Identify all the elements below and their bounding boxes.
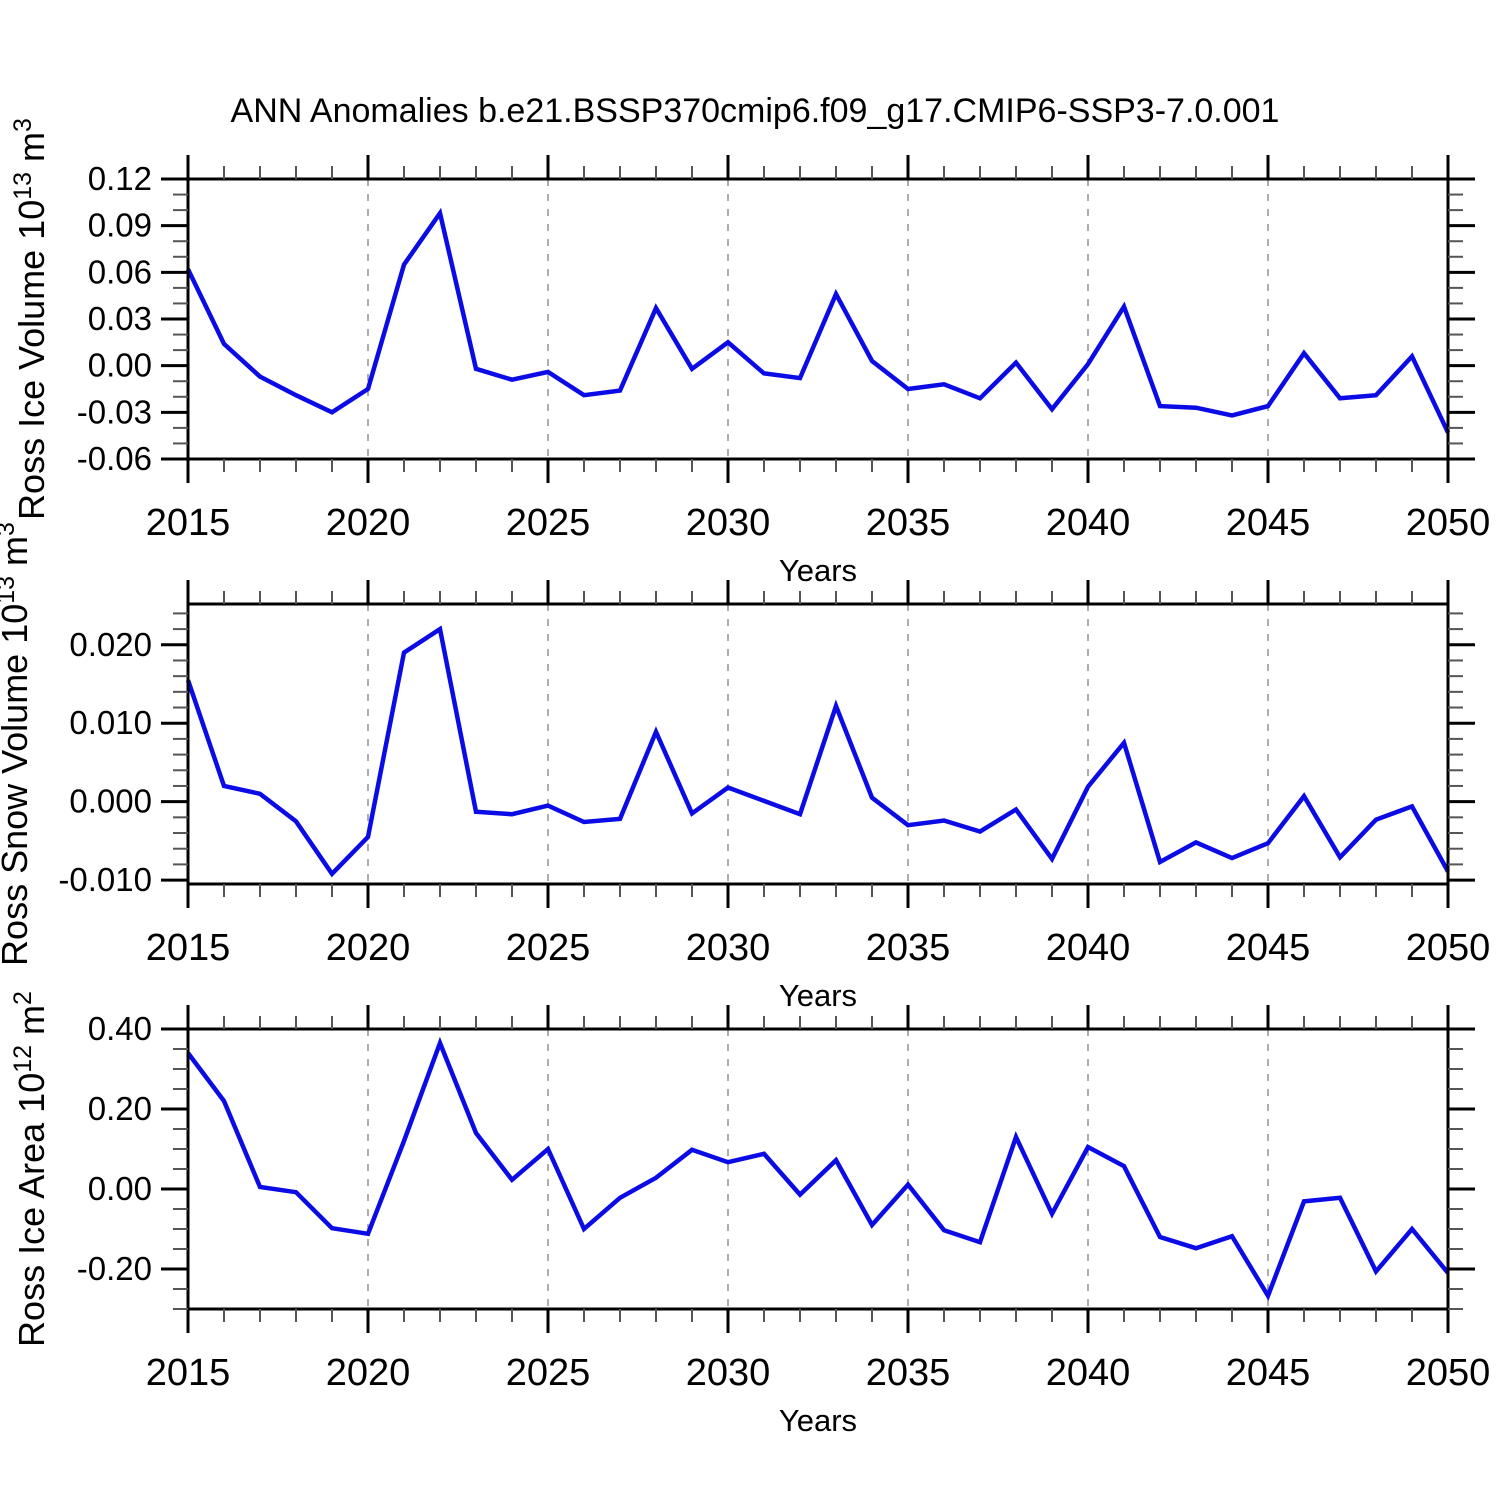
- y-tick-label: -0.03: [77, 393, 152, 430]
- y-axis-title: Ross Snow Volume 1013 m3: [0, 522, 35, 966]
- x-tick-label: 2045: [1226, 502, 1311, 544]
- y-tick-label: 0.06: [88, 253, 152, 290]
- x-tick-label: 2045: [1226, 1352, 1311, 1394]
- data-line-ross-ice-volume: [185, 207, 1451, 434]
- x-tick-label: 2020: [326, 502, 411, 544]
- y-tick-label: 0.03: [88, 300, 152, 337]
- x-tick-label: 2020: [326, 1352, 411, 1394]
- panel-ross-ice-volume: 2015 2020 2025 2030 2035 2040 2045 2050 0.12 0.09…: [9, 118, 1490, 588]
- x-tick-label: 2015: [146, 1352, 231, 1394]
- data-line-ross-snow-volume: [185, 625, 1450, 878]
- y-axis-title: Ross Ice Area 1012 m2: [9, 991, 52, 1347]
- x-tick-label: 2035: [866, 1352, 951, 1394]
- x-axis-title: Years: [779, 553, 857, 588]
- x-tick-label: 2030: [686, 927, 771, 969]
- x-tick-label: 2040: [1046, 1352, 1131, 1394]
- panel-ross-ice-area: 2015 2020 2025 2030 2035 2040 2045 2050 0.40 0.20…: [9, 991, 1490, 1438]
- x-tick-label: 2045: [1226, 927, 1311, 969]
- plot-box: [186, 1027, 1450, 1311]
- x-tick-label: 2050: [1406, 1352, 1491, 1394]
- y-tick-label: -0.06: [77, 440, 152, 477]
- x-tick-label: 2035: [866, 502, 951, 544]
- y-tick-label: 0.000: [69, 783, 152, 820]
- x-tick-label: 2020: [326, 927, 411, 969]
- plot-box: [186, 177, 1450, 461]
- x-tick-label: 2030: [686, 502, 771, 544]
- x-tick-label: 2040: [1046, 502, 1131, 544]
- x-tick-label: 2015: [146, 502, 231, 544]
- x-axis-title: Years: [779, 1403, 857, 1438]
- y-tick-label: 0.020: [69, 626, 152, 663]
- y-axis-title: Ross Ice Volume 1013 m3: [9, 118, 52, 520]
- y-tick-label: -0.010: [58, 861, 152, 898]
- y-tick-label: 0.40: [88, 1010, 152, 1047]
- x-tick-label: 2025: [506, 502, 591, 544]
- y-tick-label: 0.00: [88, 347, 152, 384]
- y-tick-label: 0.20: [88, 1090, 152, 1127]
- figure-title: ANN Anomalies b.e21.BSSP370cmip6.f09_g17…: [231, 92, 1280, 130]
- y-tick-label: -0.20: [77, 1250, 152, 1287]
- x-tick-label: 2035: [866, 927, 951, 969]
- x-tick-label: 2025: [506, 927, 591, 969]
- x-tick-label: 2025: [506, 1352, 591, 1394]
- x-tick-label: 2030: [686, 1352, 771, 1394]
- x-tick-label: 2040: [1046, 927, 1131, 969]
- x-tick-label: 2050: [1406, 502, 1491, 544]
- y-tick-label: 0.09: [88, 207, 152, 244]
- panels-group: 2015 2020 2025 2030 2035 2040 2045 2050 0.12 0.09…: [0, 118, 1490, 1438]
- y-tick-label: 0.00: [88, 1170, 152, 1207]
- data-line-ross-ice-area: [186, 1036, 1450, 1301]
- x-axis-title: Years: [779, 978, 857, 1013]
- y-tick-label: 0.010: [69, 704, 152, 741]
- plot-box: [186, 602, 1450, 886]
- x-tick-label: 2050: [1406, 927, 1491, 969]
- x-tick-label: 2015: [146, 927, 231, 969]
- panel-ross-snow-volume: 2015 2020 2025 2030 2035 2040 2045 2050 0.020 0.0…: [0, 522, 1490, 1013]
- y-tick-label: 0.12: [88, 160, 152, 197]
